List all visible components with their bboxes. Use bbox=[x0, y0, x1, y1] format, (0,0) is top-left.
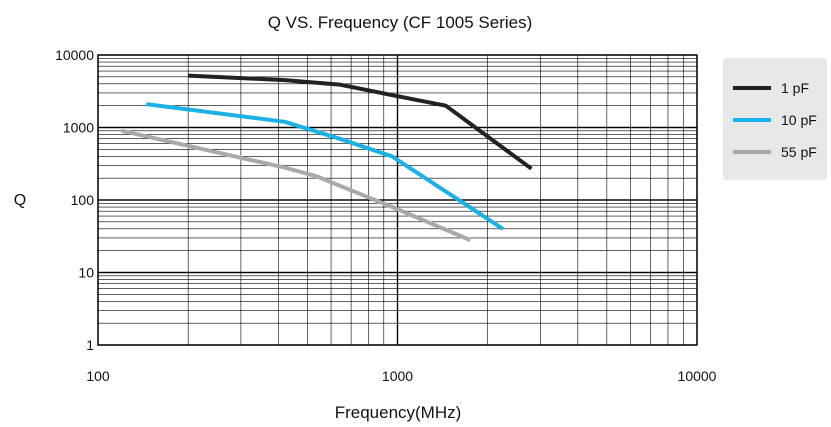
series-line-2 bbox=[146, 102, 505, 231]
grid bbox=[97, 54, 698, 346]
x-tick-label: 100 bbox=[86, 368, 110, 384]
y-tick-label: 10 bbox=[78, 265, 94, 281]
y-axis-label: Q bbox=[14, 192, 26, 209]
chart-title: Q VS. Frequency (CF 1005 Series) bbox=[268, 13, 533, 32]
x-tick-label: 10000 bbox=[678, 368, 717, 384]
x-axis-label: Frequency(MHz) bbox=[335, 403, 462, 422]
series-line-1 bbox=[188, 73, 533, 171]
legend-label: 10 pF bbox=[781, 112, 817, 128]
x-tick-label: 1000 bbox=[382, 368, 413, 384]
y-tick-label: 10000 bbox=[55, 47, 94, 63]
series-line-3 bbox=[121, 128, 472, 242]
legend: 1 pF 10 pF 55 pF bbox=[723, 58, 827, 180]
plot-frame bbox=[97, 54, 698, 346]
y-tick-label: 1000 bbox=[63, 120, 94, 136]
y-tick-label: 1 bbox=[86, 337, 94, 353]
legend-label: 55 pF bbox=[781, 144, 817, 160]
legend-label: 1 pF bbox=[781, 80, 809, 96]
tick-labels: 10000 1000 100 10 1 100 1000 10000 bbox=[55, 47, 717, 384]
series-lines bbox=[121, 73, 533, 242]
y-tick-label: 100 bbox=[71, 192, 95, 208]
